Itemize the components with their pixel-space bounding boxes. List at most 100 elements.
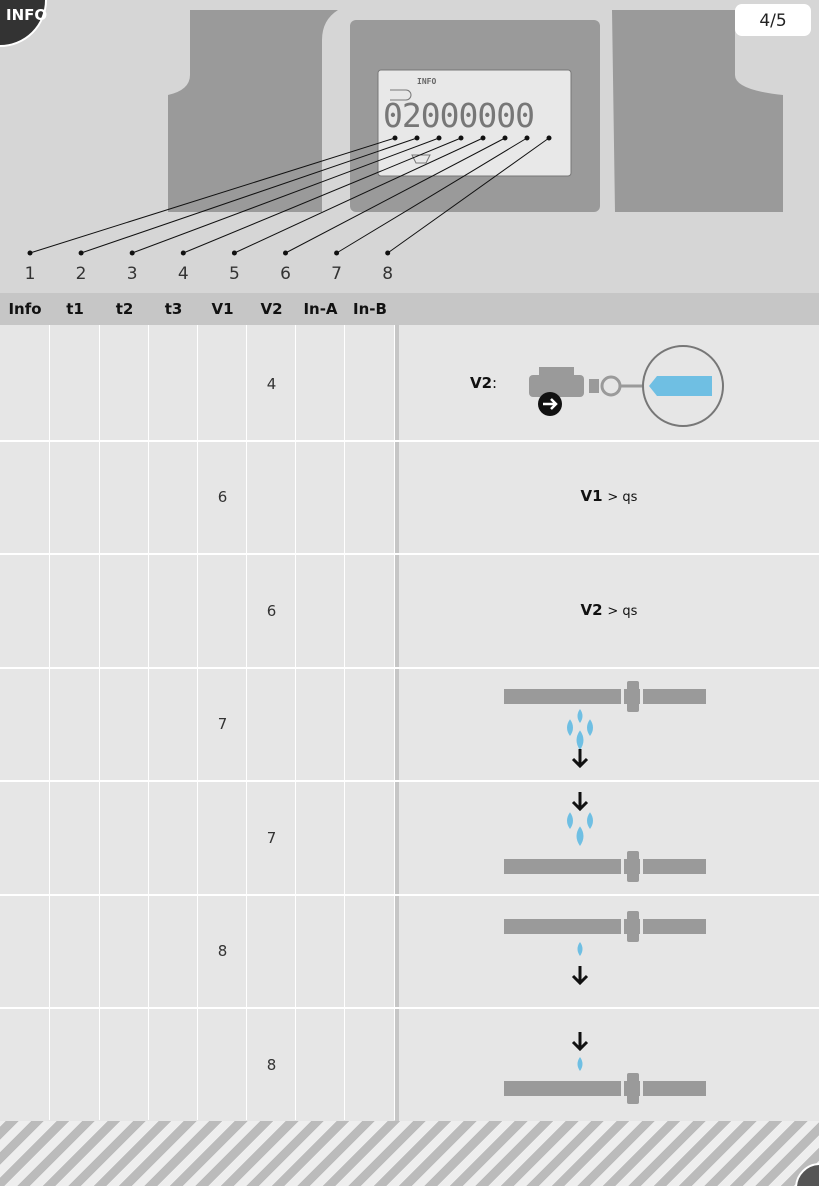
leader-line bbox=[336, 137, 528, 254]
cell-value: 4 bbox=[266, 374, 277, 393]
leader-dot bbox=[480, 135, 486, 141]
display-symbol bbox=[411, 154, 431, 164]
pipe-gap bbox=[640, 684, 643, 708]
page-indicator: 4/5 bbox=[759, 11, 786, 31]
note-label: V2 bbox=[580, 600, 603, 619]
leader-dot bbox=[436, 135, 442, 141]
down-arrow bbox=[571, 792, 589, 812]
pipe-gap bbox=[621, 855, 624, 878]
pipe-clamp bbox=[627, 680, 639, 712]
leader-line bbox=[132, 137, 440, 254]
leader-line bbox=[234, 137, 484, 254]
note-label: V1 bbox=[580, 487, 603, 506]
table-column bbox=[198, 325, 247, 1120]
pipe-gap bbox=[621, 684, 624, 708]
direction-arrow bbox=[543, 398, 558, 410]
column-header: In-B bbox=[353, 300, 387, 318]
row-separator bbox=[0, 780, 819, 782]
pipe-clamp bbox=[627, 910, 639, 942]
leader-dot bbox=[458, 135, 464, 141]
table-column bbox=[149, 325, 198, 1120]
column-header: Info bbox=[8, 300, 42, 318]
leader-dot bbox=[502, 135, 508, 141]
callout-number: 7 bbox=[331, 264, 342, 284]
table-column bbox=[0, 325, 50, 1120]
table-header-bar bbox=[0, 293, 819, 325]
cell-value: 7 bbox=[266, 828, 277, 847]
note-suffix: : bbox=[492, 373, 498, 392]
leader-line bbox=[183, 137, 462, 254]
pipe-gap bbox=[640, 1077, 643, 1100]
leader-dot bbox=[334, 250, 340, 256]
row-icon bbox=[504, 1032, 706, 1104]
table-column bbox=[100, 325, 149, 1120]
info-badge bbox=[0, 0, 47, 47]
cell-value: 8 bbox=[217, 942, 228, 961]
water-drop bbox=[576, 826, 584, 846]
leader-line bbox=[80, 137, 418, 254]
column-header: In-A bbox=[303, 300, 338, 318]
pipe bbox=[504, 688, 706, 704]
note-label: V2 bbox=[470, 373, 493, 392]
callout-number: 2 bbox=[76, 264, 87, 284]
column-header: t2 bbox=[115, 300, 134, 318]
leader-dot bbox=[385, 250, 391, 256]
down-arrow bbox=[571, 965, 589, 985]
pipe-clamp bbox=[627, 1073, 639, 1104]
row-separator bbox=[0, 666, 819, 669]
water-drop bbox=[576, 729, 584, 750]
water-drop bbox=[577, 941, 583, 956]
leader-dot bbox=[27, 250, 33, 256]
leader-line bbox=[29, 137, 396, 254]
pipe bbox=[504, 918, 706, 934]
column-divider bbox=[395, 325, 399, 1121]
table-column bbox=[50, 325, 100, 1120]
callout-number: 8 bbox=[382, 264, 393, 284]
down-arrow bbox=[571, 1032, 589, 1052]
meter-illustration: INFO 02000000 1 2 3 4 5 6 7 8 INFO 4/5 bbox=[0, 0, 819, 293]
callout-number: 1 bbox=[25, 264, 36, 284]
column-header: V1 bbox=[211, 300, 234, 318]
leader-dot bbox=[231, 250, 237, 256]
leader-dot bbox=[414, 135, 420, 141]
leader-line bbox=[387, 137, 550, 254]
note-text: > qs bbox=[607, 603, 638, 619]
row-note: V2: bbox=[470, 374, 497, 392]
row-separator bbox=[0, 439, 819, 442]
row-icon bbox=[504, 792, 706, 882]
row-note: V1 > qs bbox=[399, 487, 819, 505]
callout-number: 4 bbox=[178, 264, 189, 284]
callout-number: 3 bbox=[127, 264, 138, 284]
display-icon bbox=[390, 89, 412, 101]
cell-value: 6 bbox=[217, 488, 228, 507]
pipe-gap bbox=[621, 1077, 624, 1100]
meter-body-left bbox=[168, 10, 338, 212]
leader-dot bbox=[129, 250, 135, 256]
pipe-clamp bbox=[627, 851, 639, 882]
row-icon bbox=[504, 910, 706, 985]
table-column bbox=[247, 325, 296, 1120]
cell-value: 6 bbox=[266, 601, 277, 620]
next-button[interactable] bbox=[790, 1160, 819, 1186]
table-column bbox=[296, 325, 345, 1120]
meter-body-right bbox=[612, 10, 783, 212]
note-text: > qs bbox=[607, 490, 638, 506]
callout-number: 5 bbox=[229, 264, 240, 284]
meter-icon bbox=[589, 379, 599, 393]
column-header: V2 bbox=[260, 300, 283, 318]
display-window bbox=[377, 69, 572, 177]
row-note: V2 > qs bbox=[399, 601, 819, 619]
meter-ring bbox=[600, 375, 622, 397]
pipe bbox=[504, 859, 706, 874]
cell-value: 8 bbox=[266, 1055, 277, 1074]
badge-text: INFO bbox=[6, 6, 47, 24]
leader-dot bbox=[283, 250, 288, 256]
row-icon bbox=[529, 345, 724, 427]
leader-dot bbox=[392, 135, 398, 141]
hatch-footer bbox=[0, 1121, 819, 1186]
column-header: t3 bbox=[164, 300, 183, 318]
leader-dot bbox=[78, 250, 84, 256]
column-header: t1 bbox=[66, 300, 84, 318]
display-digits: 02000000 bbox=[383, 96, 534, 135]
